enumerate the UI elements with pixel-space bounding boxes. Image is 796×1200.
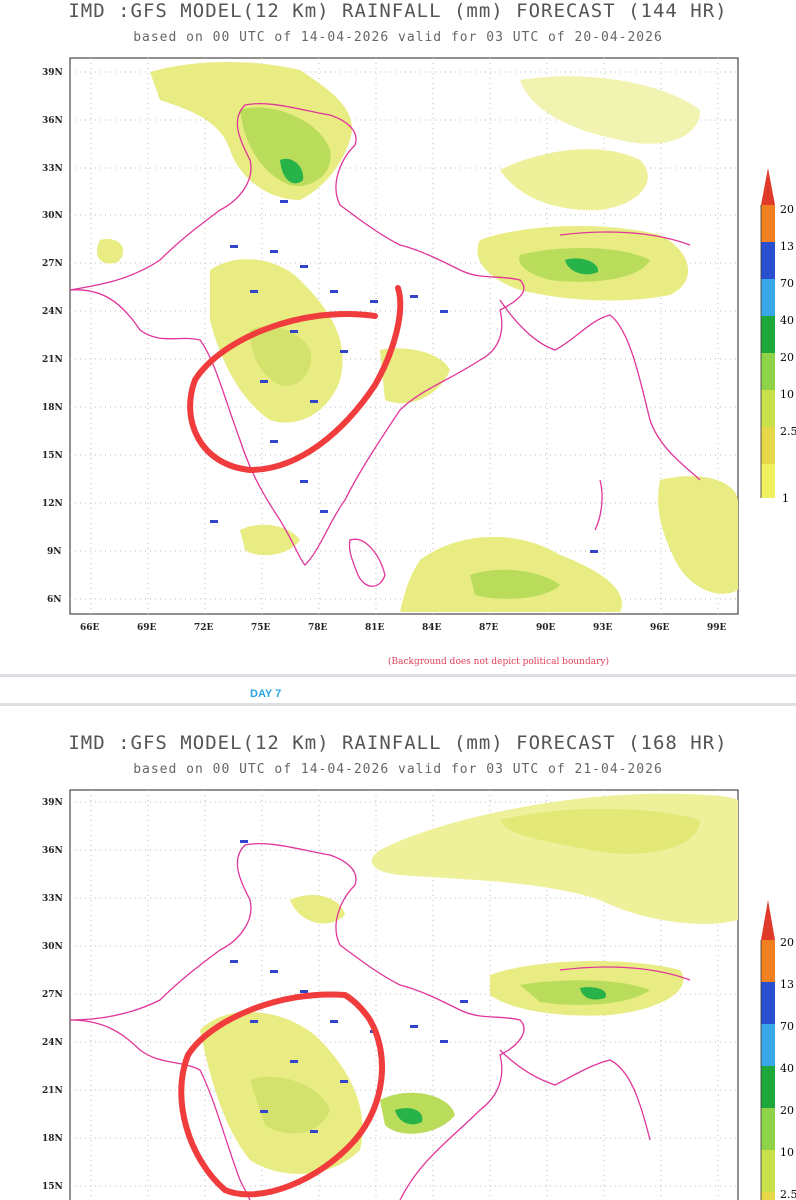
rainfall-shading-144hr [96, 61, 738, 612]
lon-label: 81E [365, 623, 385, 633]
colorbar-label: 20 [780, 203, 794, 216]
colorbar-label: 70 [780, 1020, 794, 1033]
rainfall-map-144hr: 39N 36N 33N 30N 27N 24N 21N 18N 15N 12N … [42, 57, 796, 633]
lon-label: 96E [650, 623, 670, 633]
map-title-168hr: IMD :GFS MODEL(12 Km) RAINFALL (mm) FORE… [68, 732, 728, 754]
lat-label: 36N [42, 116, 63, 126]
lon-label: 90E [536, 623, 556, 633]
divider-top [0, 674, 796, 677]
boundary-lines-168hr [69, 842, 691, 1200]
lon-label: 87E [479, 623, 499, 633]
political-boundary-note: (Background does not depict political bo… [388, 657, 609, 667]
lon-label: 93E [593, 623, 613, 633]
lat-label: 15N [42, 451, 63, 461]
lat-label: 21N [42, 355, 63, 365]
rainfall-map-168hr: 39N 36N 33N 30N 27N 24N 21N 18N 15N 20 1… [42, 789, 796, 1200]
colorbar-label: 1 [782, 492, 789, 505]
annotation-circle-168hr [178, 991, 385, 1198]
lon-label: 84E [422, 623, 442, 633]
lon-label: 66E [80, 623, 100, 633]
colorbar-label: 70 [780, 277, 794, 290]
colorbar-label: 20 [780, 936, 794, 949]
annotation-circle-144hr [187, 285, 404, 474]
lat-label: 33N [42, 894, 63, 904]
colorbar-label: 13 [780, 978, 794, 991]
lat-label: 18N [42, 1134, 63, 1144]
colorbar-label: 40 [780, 314, 794, 327]
lat-label: 27N [42, 259, 63, 269]
lat-label: 39N [42, 798, 63, 808]
lat-label: 15N [42, 1182, 63, 1192]
lon-label: 69E [137, 623, 157, 633]
lat-label: 24N [42, 307, 63, 317]
lat-label: 12N [42, 499, 63, 509]
rainfall-shading-168hr [200, 793, 738, 1174]
lat-label: 27N [42, 990, 63, 1000]
colorbar-label: 13 [780, 240, 794, 253]
colorbar-144hr: 20 13 70 40 20 10 2.5 1 [760, 168, 796, 505]
colorbar-168hr: 20 13 70 40 20 10 2.5 [760, 900, 796, 1200]
colorbar-label: 10 [780, 1146, 794, 1159]
lat-label: 6N [47, 595, 62, 605]
divider-bottom [0, 703, 796, 706]
station-markers-168hr [230, 840, 468, 1133]
map-title-144hr: IMD :GFS MODEL(12 Km) RAINFALL (mm) FORE… [68, 0, 728, 22]
lat-label: 39N [42, 68, 63, 78]
map-subtitle-168hr: based on 00 UTC of 14-04-2026 valid for … [133, 762, 663, 777]
lon-label: 78E [308, 623, 328, 633]
lon-label: 72E [194, 623, 214, 633]
lat-axis-labels-168hr: 39N 36N 33N 30N 27N 24N 21N 18N 15N [42, 798, 63, 1192]
lat-label: 33N [42, 164, 63, 174]
colorbar-label: 40 [780, 1062, 794, 1075]
colorbar-label: 2.5 [780, 425, 796, 438]
lat-label: 36N [42, 846, 63, 856]
lon-axis-labels-144hr: 66E 69E 72E 75E 78E 81E 84E 87E 90E 93E … [80, 623, 727, 633]
boundary-lines-144hr [69, 102, 701, 587]
colorbar-label: 10 [780, 388, 794, 401]
lat-label: 30N [42, 942, 63, 952]
colorbar-label: 2.5 [780, 1188, 796, 1200]
lon-label: 75E [251, 623, 271, 633]
lat-label: 18N [42, 403, 63, 413]
lat-label: 9N [47, 547, 62, 557]
colorbar-label: 20 [780, 351, 794, 364]
lat-axis-labels-144hr: 39N 36N 33N 30N 27N 24N 21N 18N 15N 12N … [42, 68, 63, 605]
lat-label: 30N [42, 211, 63, 221]
lat-label: 21N [42, 1086, 63, 1096]
map-subtitle-144hr: based on 00 UTC of 14-04-2026 valid for … [133, 30, 663, 45]
lat-label: 24N [42, 1038, 63, 1048]
day-label: DAY 7 [250, 688, 282, 700]
colorbar-label: 20 [780, 1104, 794, 1117]
lon-label: 99E [707, 623, 727, 633]
station-markers-144hr [210, 200, 598, 553]
